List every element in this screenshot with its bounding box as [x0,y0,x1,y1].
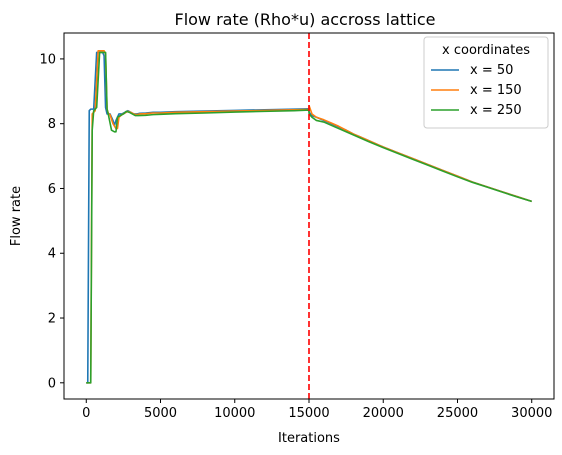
legend-label-2: x = 150 [470,83,522,98]
legend-label-3: x = 250 [470,103,522,118]
x-tick-label: 5000 [144,406,177,421]
x-tick-label: 15000 [288,406,329,421]
y-tick-label: 2 [48,312,56,327]
chart-title: Flow rate (Rho*u) accross lattice [174,10,435,29]
y-axis-label: Flow rate [9,186,24,246]
legend-title: x coordinates [442,43,530,58]
x-tick-label: 25000 [437,406,478,421]
y-tick-label: 0 [48,376,56,391]
y-tick-label: 8 [48,117,56,132]
y-tick-label: 4 [48,247,56,262]
x-tick-label: 30000 [511,406,552,421]
y-tick-label: 10 [39,52,56,67]
y-tick-label: 6 [48,182,56,197]
legend: x coordinates x = 50 x = 150 x = 250 [424,37,548,128]
x-tick-label: 20000 [363,406,404,421]
x-axis-label: Iterations [278,431,340,446]
legend-label-1: x = 50 [470,63,513,78]
x-tick-label: 0 [82,406,90,421]
x-tick-label: 10000 [214,406,255,421]
